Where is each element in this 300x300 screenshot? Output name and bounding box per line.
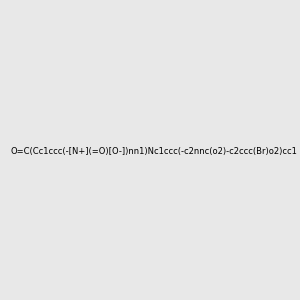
Text: O=C(Cc1ccc(-[N+](=O)[O-])nn1)Nc1ccc(-c2nnc(o2)-c2ccc(Br)o2)cc1: O=C(Cc1ccc(-[N+](=O)[O-])nn1)Nc1ccc(-c2n… <box>10 147 297 156</box>
